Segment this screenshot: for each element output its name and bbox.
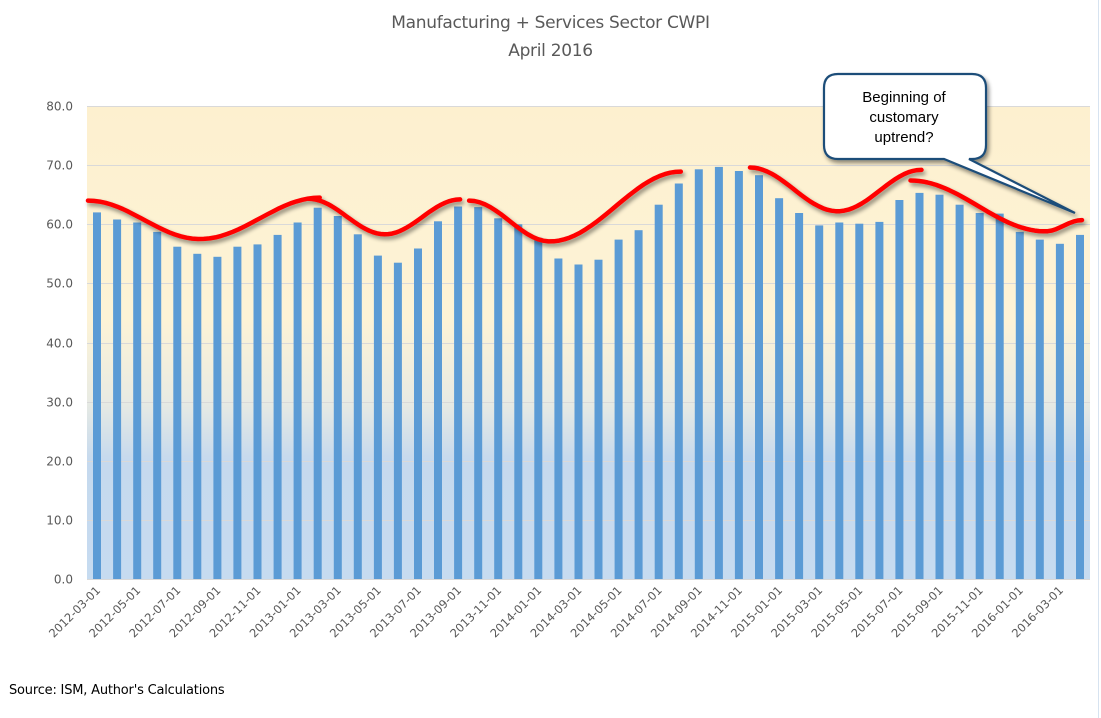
bar xyxy=(815,225,824,579)
bar xyxy=(454,206,463,579)
y-tick-label: 40.0 xyxy=(46,337,73,351)
bar xyxy=(634,230,643,579)
bar-series xyxy=(93,166,1084,580)
bar xyxy=(654,204,663,579)
bar xyxy=(935,194,944,579)
bar xyxy=(795,213,804,579)
y-tick-label: 20.0 xyxy=(46,455,73,469)
trend-curve xyxy=(306,196,463,237)
bar xyxy=(1015,231,1024,579)
bar xyxy=(293,222,302,579)
x-axis-ticks: 2012-03-012012-05-012012-07-012012-09-01… xyxy=(46,583,1066,640)
y-tick-label: 0.0 xyxy=(54,573,73,587)
bar xyxy=(554,258,563,579)
bar xyxy=(755,175,763,579)
bar xyxy=(333,216,342,579)
source-note: Source: ISM, Author's Calculations xyxy=(9,683,225,698)
bar xyxy=(835,222,844,579)
bar xyxy=(855,223,864,579)
y-tick-label: 10.0 xyxy=(46,514,73,528)
callout-line-1: Beginning of xyxy=(862,89,946,106)
frame-border xyxy=(1098,0,1099,718)
bar xyxy=(694,169,703,580)
bar xyxy=(434,221,442,580)
y-tick-label: 70.0 xyxy=(46,159,73,173)
y-tick-label: 30.0 xyxy=(46,396,73,410)
bar xyxy=(514,224,523,580)
bar xyxy=(193,253,202,580)
chart-title: Manufacturing + Services Sector CWPI xyxy=(391,13,710,33)
bar xyxy=(714,166,723,579)
bar xyxy=(995,213,1004,579)
trend-curve xyxy=(908,178,1085,234)
callout-line-2: customary xyxy=(869,109,939,126)
bar xyxy=(775,198,784,579)
bar xyxy=(414,248,422,579)
bar xyxy=(875,221,884,579)
bar xyxy=(674,183,683,579)
bar xyxy=(213,256,222,579)
bar xyxy=(173,246,182,579)
y-tick-label: 50.0 xyxy=(46,277,73,291)
bar xyxy=(233,246,242,579)
bar xyxy=(975,213,984,579)
bar xyxy=(734,171,743,579)
y-axis-ticks: 0.0 10.0 20.0 30.0 40.0 50.0 60.0 70.0 80.0 xyxy=(46,100,73,587)
y-tick-label: 60.0 xyxy=(46,218,73,232)
trend-curves xyxy=(85,165,1085,244)
y-tick-label: 80.0 xyxy=(46,100,73,114)
bar xyxy=(373,255,382,579)
callout-line-3: uptrend? xyxy=(874,129,933,146)
bar xyxy=(253,244,262,579)
bar xyxy=(393,262,402,579)
bar xyxy=(574,264,583,579)
bar xyxy=(113,219,122,579)
callout: Beginning of customary uptrend? xyxy=(822,72,1076,215)
bar xyxy=(614,239,623,579)
bar xyxy=(273,234,282,579)
bar xyxy=(153,231,162,579)
bar xyxy=(494,218,503,580)
bar xyxy=(534,237,543,580)
bar xyxy=(895,200,904,579)
bar xyxy=(353,234,362,580)
bar xyxy=(1055,243,1064,580)
bar xyxy=(915,192,924,579)
trend-curve xyxy=(747,165,924,214)
bar xyxy=(594,259,603,579)
bar xyxy=(1035,239,1044,579)
chart-subtitle: April 2016 xyxy=(508,41,593,61)
bar xyxy=(313,207,322,579)
bar xyxy=(93,212,101,579)
bar xyxy=(1076,234,1084,579)
bar xyxy=(133,222,142,579)
bar xyxy=(955,204,964,579)
callout-bubble xyxy=(822,72,1076,215)
trend-curve xyxy=(466,169,684,244)
bar xyxy=(474,207,483,579)
trend-curve xyxy=(85,195,322,242)
